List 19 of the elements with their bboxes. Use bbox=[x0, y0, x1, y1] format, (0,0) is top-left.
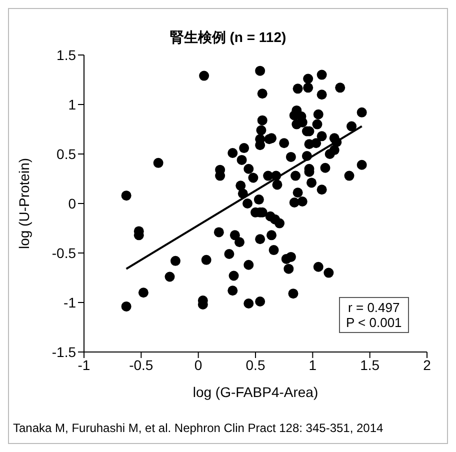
y-axis-title: log (U-Protein) bbox=[16, 158, 32, 250]
text: Tanaka M, Furuhashi M, et al. Nephron Clin Pract 128: 345-351, 2014 bbox=[13, 421, 384, 435]
y-tick-label: 0.5 bbox=[56, 146, 76, 162]
y-tick-label: 0 bbox=[68, 195, 76, 212]
annotation: r = 0.497 bbox=[347, 300, 401, 315]
x-tick-label: 1.5 bbox=[360, 356, 380, 373]
y-tick-label: 1 bbox=[68, 96, 76, 112]
chart-title: 腎生検例 (n = 112) bbox=[168, 29, 288, 47]
y-tick-label: -0.5 bbox=[52, 244, 76, 261]
x-tick-label: 2 bbox=[423, 356, 432, 373]
annotation: P < 0.001 bbox=[346, 315, 402, 330]
x-tick-label: 0 bbox=[194, 356, 202, 373]
y-tick-label: 1.5 bbox=[56, 46, 76, 63]
y-tick-label: -1.5 bbox=[52, 344, 76, 360]
y-tick-label: -1 bbox=[64, 294, 76, 310]
x-tick-label: -0.5 bbox=[129, 356, 154, 373]
x-axis-title: log (G-FABP4-Area) bbox=[192, 384, 318, 400]
x-tick-label: 1 bbox=[308, 356, 317, 373]
x-tick-label: 0.5 bbox=[246, 356, 266, 373]
